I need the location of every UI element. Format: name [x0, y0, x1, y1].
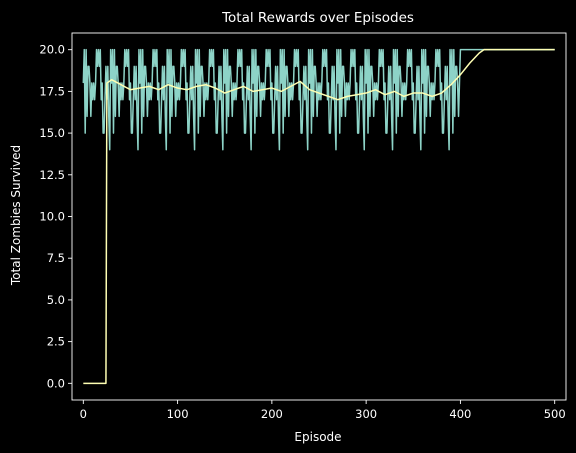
moving-average-series-line	[83, 48, 555, 385]
x-tick-label: 0	[80, 407, 87, 421]
y-tick-label: 7.5	[47, 251, 65, 265]
x-axis: 0 100 200 300 400 500	[80, 400, 566, 421]
y-tick-label: 17.5	[39, 84, 65, 98]
x-tick-label: 200	[261, 407, 283, 421]
y-tick-label: 2.5	[47, 335, 65, 349]
y-axis-label: Total Zombies Survived	[9, 145, 23, 286]
y-tick-label: 15.0	[39, 126, 65, 140]
chart-title: Total Rewards over Episodes	[221, 10, 414, 26]
x-axis-label: Episode	[294, 430, 341, 444]
y-tick-label: 12.5	[39, 168, 65, 182]
y-tick-label: 10.0	[39, 210, 65, 224]
y-tick-label: 0.0	[47, 376, 65, 390]
x-tick-label: 100	[167, 407, 189, 421]
x-tick-label: 500	[544, 407, 566, 421]
y-tick-label: 20.0	[39, 43, 65, 57]
y-axis: 0.0 2.5 5.0 7.5 10.0 12.5 15.0 17.5 20.0	[39, 43, 72, 390]
x-tick-label: 400	[449, 407, 471, 421]
x-tick-label: 300	[355, 407, 377, 421]
y-tick-label: 5.0	[47, 293, 65, 307]
